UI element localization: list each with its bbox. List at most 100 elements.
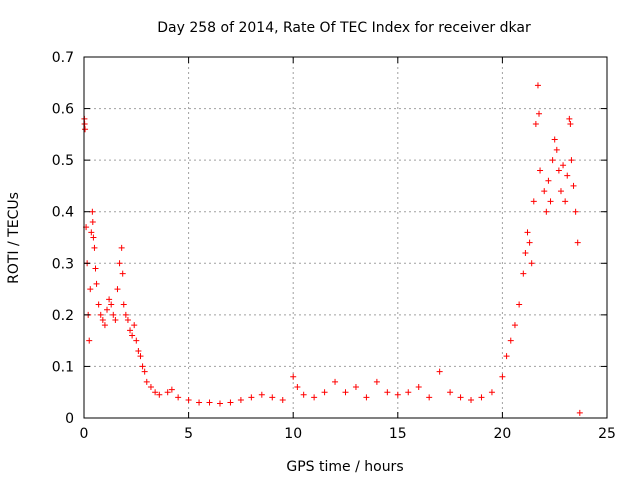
data-point	[384, 389, 391, 396]
y-tick-label: 0.7	[52, 50, 74, 66]
data-point	[522, 249, 529, 256]
data-point	[545, 177, 552, 184]
data-point	[528, 260, 535, 267]
data-point	[555, 167, 562, 174]
data-point	[206, 399, 213, 406]
data-point	[104, 306, 111, 313]
data-point	[536, 110, 543, 117]
x-tick-label: 25	[598, 426, 616, 442]
data-point	[543, 208, 550, 215]
data-point	[394, 391, 401, 398]
data-point	[551, 136, 558, 143]
data-point	[342, 389, 349, 396]
data-point	[237, 396, 244, 403]
data-point	[426, 394, 433, 401]
data-point	[91, 244, 98, 251]
data-point	[147, 384, 154, 391]
data-point	[116, 260, 123, 267]
data-point	[352, 384, 359, 391]
chart-title: Day 258 of 2014, Rate Of TEC Index for r…	[157, 20, 531, 36]
data-point	[560, 162, 567, 169]
data-point	[415, 384, 422, 391]
y-axis-label: ROTI / TECUs	[6, 192, 22, 284]
data-point	[457, 394, 464, 401]
y-tick-label: 0.2	[52, 308, 74, 324]
data-point	[81, 121, 88, 128]
y-tick-label: 0.4	[52, 205, 74, 221]
data-point	[541, 188, 548, 195]
x-tick-label: 0	[80, 426, 89, 442]
data-point	[175, 394, 182, 401]
data-point	[534, 82, 541, 89]
data-point	[135, 347, 142, 354]
y-tick-label: 0.5	[52, 153, 74, 169]
data-point	[530, 198, 537, 205]
data-point	[562, 198, 569, 205]
data-point	[122, 311, 129, 318]
data-point	[363, 394, 370, 401]
data-point	[108, 301, 115, 308]
data-point	[468, 396, 475, 403]
data-point	[279, 396, 286, 403]
data-point	[185, 396, 192, 403]
data-point	[227, 399, 234, 406]
x-axis-label: GPS time / hours	[286, 459, 403, 475]
data-point	[564, 172, 571, 179]
data-point	[101, 322, 108, 329]
data-point	[127, 327, 134, 334]
data-point	[516, 301, 523, 308]
y-tick-label: 0	[65, 411, 74, 427]
data-point	[532, 121, 539, 128]
data-point	[537, 167, 544, 174]
data-point	[112, 317, 119, 324]
data-point	[568, 157, 575, 164]
data-point	[547, 198, 554, 205]
x-tick-label: 20	[493, 426, 511, 442]
data-point	[216, 400, 223, 407]
data-point	[524, 229, 531, 236]
data-point	[168, 386, 175, 393]
data-point	[89, 219, 96, 226]
data-point	[405, 389, 412, 396]
grid-layer	[84, 57, 607, 418]
data-point	[557, 188, 564, 195]
data-point	[499, 373, 506, 380]
data-point	[574, 239, 581, 246]
data-point	[131, 322, 138, 329]
data-point	[576, 409, 583, 416]
data-point	[553, 146, 560, 153]
data-point	[120, 301, 127, 308]
data-point	[164, 389, 171, 396]
data-point	[89, 208, 96, 215]
data-point	[572, 208, 579, 215]
data-point	[332, 378, 339, 385]
data-point	[567, 121, 574, 128]
data-point	[321, 389, 328, 396]
y-tick-label: 0.1	[52, 359, 74, 375]
x-tick-label: 15	[389, 426, 407, 442]
data-point	[300, 391, 307, 398]
data-point	[86, 337, 93, 344]
data-point	[447, 389, 454, 396]
data-layer	[81, 82, 583, 416]
data-point	[520, 270, 527, 277]
data-point	[436, 368, 443, 375]
data-point	[90, 234, 97, 241]
data-point	[269, 394, 276, 401]
data-point	[141, 368, 148, 375]
data-point	[139, 363, 146, 370]
data-point	[92, 265, 99, 272]
data-point	[373, 378, 380, 385]
data-point	[526, 239, 533, 246]
data-point	[97, 311, 104, 318]
data-point	[258, 391, 265, 398]
data-point	[196, 399, 203, 406]
data-point	[507, 337, 514, 344]
data-point	[566, 115, 573, 122]
data-point	[87, 286, 94, 293]
data-point	[110, 311, 117, 318]
data-point	[82, 126, 89, 133]
data-point	[88, 229, 95, 236]
data-point	[119, 270, 126, 277]
